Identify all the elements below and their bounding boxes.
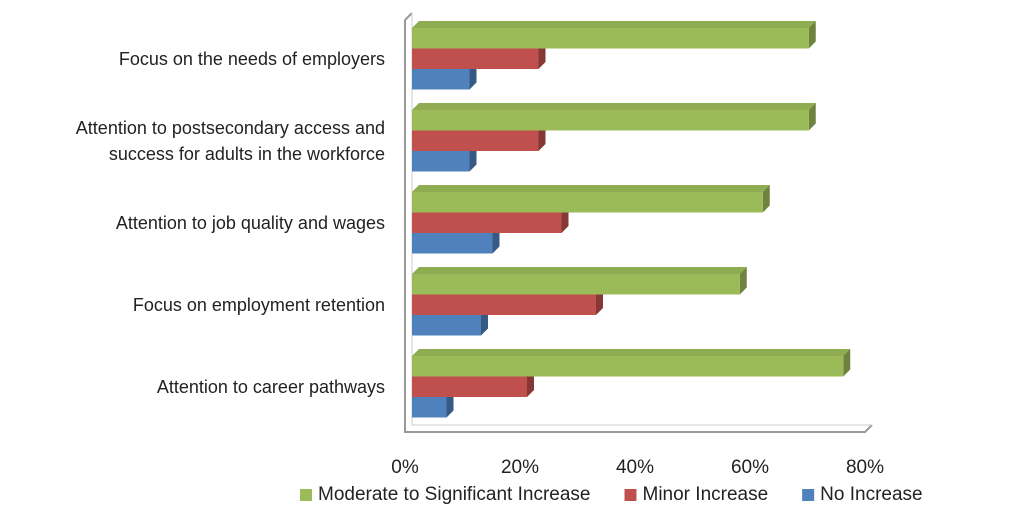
- bar-top: [412, 267, 747, 274]
- y-tick-label: Attention to postsecondary access and su…: [75, 117, 385, 164]
- axis-frame: [404, 12, 873, 433]
- x-tick-label: 0%: [391, 457, 419, 478]
- x-tick-label: 60%: [731, 457, 769, 478]
- bar: [412, 110, 809, 131]
- bar-top: [412, 21, 816, 28]
- bar: [412, 376, 527, 397]
- bar: [412, 356, 844, 377]
- bar: [412, 233, 493, 254]
- x-tick-label: 20%: [501, 457, 539, 478]
- bar-side: [808, 103, 816, 131]
- bar: [412, 212, 562, 233]
- legend-label: Moderate to Significant Increase: [318, 484, 591, 505]
- bar-side: [843, 349, 851, 377]
- bar-side: [808, 21, 816, 49]
- y-tick-label: Focus on the needs of employers: [118, 48, 385, 69]
- bar-side: [762, 185, 770, 213]
- y-tick-label: Attention to job quality and wages: [115, 212, 385, 233]
- bar: [412, 130, 539, 151]
- bar: [412, 69, 470, 90]
- bar-top: [412, 185, 770, 192]
- legend-swatch: [624, 489, 637, 501]
- legend-label: Minor Increase: [643, 484, 769, 505]
- bar: [412, 48, 539, 69]
- bar: [412, 294, 596, 315]
- bar: [412, 28, 809, 49]
- bar-side: [739, 267, 747, 295]
- bar: [412, 274, 740, 295]
- x-tick-label: 80%: [846, 457, 884, 478]
- legend-swatch: [300, 489, 312, 501]
- bar: [412, 192, 763, 213]
- bar: [412, 315, 481, 336]
- bar-top: [412, 349, 851, 356]
- bar-top: [412, 103, 816, 110]
- y-tick-label: Focus on employment retention: [132, 294, 385, 315]
- y-tick-label: Attention to career pathways: [156, 376, 385, 397]
- x-tick-label: 40%: [616, 457, 654, 478]
- bar: [412, 151, 470, 172]
- bar: [412, 397, 447, 418]
- legend-label: No Increase: [820, 484, 922, 505]
- legend-swatch: [802, 489, 815, 501]
